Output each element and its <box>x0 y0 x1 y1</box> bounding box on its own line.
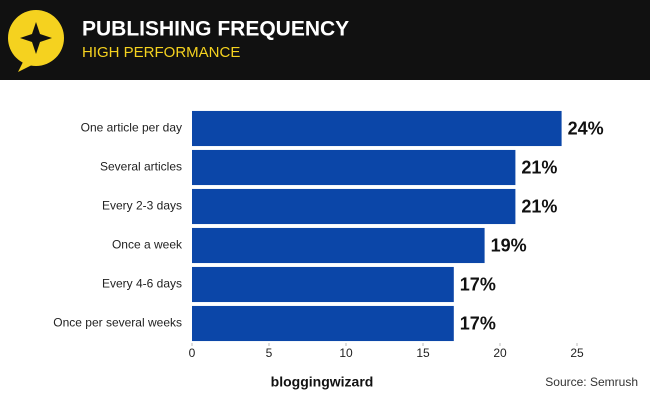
value-label: 21% <box>521 157 557 177</box>
chart-title: PUBLISHING FREQUENCY <box>82 18 349 41</box>
bar <box>192 305 454 342</box>
x-tick-label: 25 <box>570 346 584 360</box>
logo-tail <box>18 60 34 72</box>
bar <box>192 149 516 186</box>
bar <box>192 188 516 225</box>
y-tick-label: Several articles <box>100 160 182 174</box>
value-label: 17% <box>460 313 496 333</box>
source: Source: Semrush <box>545 375 638 389</box>
x-tick-label: 15 <box>416 346 430 360</box>
value-label: 19% <box>491 235 527 255</box>
x-tick-label: 5 <box>266 346 273 360</box>
y-tick-label: One article per day <box>81 121 182 135</box>
chart-subtitle: HIGH PERFORMANCE <box>82 44 240 61</box>
x-tick-label: 20 <box>493 346 507 360</box>
y-tick-label: Once per several weeks <box>53 316 182 330</box>
value-label: 24% <box>568 118 604 138</box>
y-tick-label: Every 2-3 days <box>102 199 182 213</box>
x-tick-label: 0 <box>189 346 196 360</box>
value-label: 21% <box>521 196 557 216</box>
bar <box>192 227 485 264</box>
y-tick-label: Every 4-6 days <box>102 277 182 291</box>
x-tick-label: 10 <box>339 346 353 360</box>
bar <box>192 266 454 303</box>
logo-star <box>20 22 52 54</box>
value-label: 17% <box>460 274 496 294</box>
bar <box>192 110 562 147</box>
brand: bloggingwizard <box>271 374 374 390</box>
header-band <box>0 0 650 80</box>
y-tick-label: Once a week <box>112 238 183 252</box>
